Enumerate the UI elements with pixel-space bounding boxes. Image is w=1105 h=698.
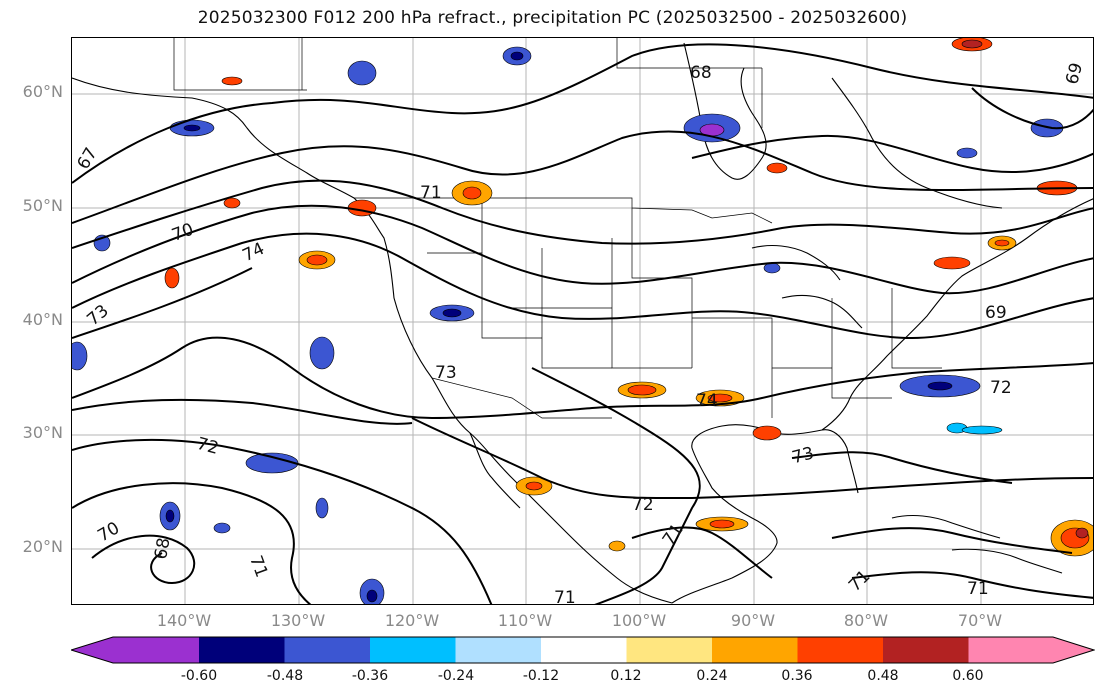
contour-label: 69 (1062, 61, 1087, 87)
contour-label: 71 (967, 579, 989, 599)
lon-label-140w: 140°W (156, 611, 212, 630)
contour-label: 74 (696, 391, 718, 411)
lon-label-110w: 110°W (497, 611, 553, 630)
lat-label-40n: 40°N (22, 310, 63, 329)
contour-label: 67 (74, 144, 102, 173)
contour-label: 69 (985, 303, 1007, 323)
colorbar-segment (626, 637, 713, 663)
contour-label: 72 (195, 434, 221, 459)
colorbar-tick: 0.24 (696, 668, 728, 684)
contour-label: 68 (690, 63, 712, 83)
lon-label-130w: 130°W (270, 611, 326, 630)
map-title: 2025032300 F012 200 hPa refract., precip… (197, 8, 908, 28)
contour-label: 71 (554, 588, 576, 605)
colorbar-segment (370, 637, 456, 663)
coastlines (72, 42, 1093, 604)
colorbar-tick: -0.60 (180, 668, 218, 684)
colorbar-segment (199, 637, 285, 663)
lon-label-120w: 120°W (384, 611, 440, 630)
lon-label-90w: 90°W (730, 611, 776, 630)
colorbar-segment (968, 637, 1094, 663)
colorbar-tick: 0.60 (952, 668, 984, 684)
colorbar-tick: 0.48 (867, 668, 899, 684)
lat-label-50n: 50°N (22, 196, 63, 215)
colorbar-segment (883, 637, 969, 663)
lon-label-70w: 70°W (957, 611, 1003, 630)
colorbar-segment (284, 637, 371, 663)
contour-label: 71 (420, 183, 442, 203)
map-canvas: 68 69 67 71 70 74 73 69 73 72 74 72 73 7… (72, 38, 1093, 605)
gridlines (72, 38, 1093, 604)
colorbar-segment (712, 637, 798, 663)
lat-label-30n: 30°N (22, 423, 63, 442)
colorbar-tick: 0.12 (610, 668, 642, 684)
lon-label-80w: 80°W (843, 611, 889, 630)
contour-label: 71 (245, 553, 271, 580)
colorbar-segment (71, 637, 199, 663)
lat-label-20n: 20°N (22, 537, 63, 556)
contour-label: 72 (632, 495, 654, 515)
lon-label-100w: 100°W (611, 611, 667, 630)
colorbar-tick: -0.24 (437, 668, 475, 684)
colorbar-segment (797, 637, 884, 663)
colorbar-tick: -0.12 (522, 668, 560, 684)
colorbar-tick: -0.36 (351, 668, 389, 684)
lat-label-60n: 60°N (22, 82, 63, 101)
state-borders (173, 38, 942, 419)
contour-label: 70 (169, 220, 196, 246)
colorbar-segment (455, 637, 542, 663)
map-panel[interactable]: 68 69 67 71 70 74 73 69 73 72 74 72 73 7… (71, 37, 1094, 605)
colorbar (71, 636, 1095, 664)
contour-label: 71 (845, 566, 874, 595)
colorbar-segment (541, 637, 627, 663)
contour-label: 72 (990, 378, 1012, 398)
contour-label: 68 (151, 536, 174, 561)
contour-label: 73 (790, 443, 816, 468)
contour-label: 73 (435, 363, 457, 383)
colorbar-tick: 0.36 (781, 668, 813, 684)
refractivity-contours (72, 43, 1093, 604)
colorbar-tick: -0.48 (266, 668, 304, 684)
